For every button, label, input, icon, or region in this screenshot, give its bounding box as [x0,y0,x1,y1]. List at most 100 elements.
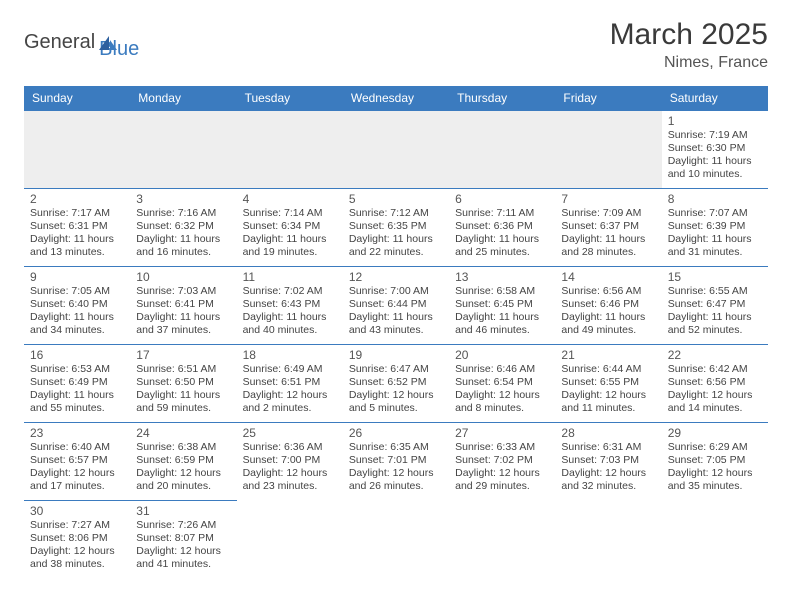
calendar-cell: 8Sunrise: 7:07 AMSunset: 6:39 PMDaylight… [662,189,768,267]
sunset-text: Sunset: 6:52 PM [349,376,443,389]
calendar-cell: 13Sunrise: 6:58 AMSunset: 6:45 PMDayligh… [449,267,555,345]
sunset-text: Sunset: 6:55 PM [561,376,655,389]
sunset-text: Sunset: 7:02 PM [455,454,549,467]
sunset-text: Sunset: 7:01 PM [349,454,443,467]
daylight1-text: Daylight: 12 hours [455,467,549,480]
day-number: 29 [668,426,762,440]
sunset-text: Sunset: 6:32 PM [136,220,230,233]
calendar-row: 2Sunrise: 7:17 AMSunset: 6:31 PMDaylight… [24,189,768,267]
day-number: 12 [349,270,443,284]
daylight1-text: Daylight: 11 hours [243,233,337,246]
calendar-cell: 18Sunrise: 6:49 AMSunset: 6:51 PMDayligh… [237,345,343,423]
daylight1-text: Daylight: 11 hours [30,311,124,324]
location: Nimes, France [610,54,768,72]
sunrise-text: Sunrise: 6:56 AM [561,285,655,298]
sunrise-text: Sunrise: 6:47 AM [349,363,443,376]
calendar-cell: 29Sunrise: 6:29 AMSunset: 7:05 PMDayligh… [662,423,768,501]
daylight1-text: Daylight: 11 hours [561,233,655,246]
calendar-cell: 15Sunrise: 6:55 AMSunset: 6:47 PMDayligh… [662,267,768,345]
day-number: 30 [30,504,124,518]
daylight2-text: and 16 minutes. [136,246,230,259]
daylight1-text: Daylight: 12 hours [136,467,230,480]
day-number: 15 [668,270,762,284]
title-block: March 2025 Nimes, France [610,18,768,72]
weekday-monday: Monday [130,86,236,111]
sunrise-text: Sunrise: 7:16 AM [136,207,230,220]
weekday-tuesday: Tuesday [237,86,343,111]
sunrise-text: Sunrise: 6:55 AM [668,285,762,298]
daylight2-text: and 20 minutes. [136,480,230,493]
sunset-text: Sunset: 6:59 PM [136,454,230,467]
day-number: 13 [455,270,549,284]
calendar-cell: 10Sunrise: 7:03 AMSunset: 6:41 PMDayligh… [130,267,236,345]
calendar-cell [130,111,236,189]
day-number: 27 [455,426,549,440]
weekday-header-row: Sunday Monday Tuesday Wednesday Thursday… [24,86,768,111]
calendar-body: 1Sunrise: 7:19 AMSunset: 6:30 PMDaylight… [24,111,768,579]
sunset-text: Sunset: 8:07 PM [136,532,230,545]
daylight1-text: Daylight: 11 hours [30,389,124,402]
sunset-text: Sunset: 6:47 PM [668,298,762,311]
day-number: 3 [136,192,230,206]
daylight1-text: Daylight: 11 hours [243,311,337,324]
calendar-cell: 23Sunrise: 6:40 AMSunset: 6:57 PMDayligh… [24,423,130,501]
sunrise-text: Sunrise: 7:09 AM [561,207,655,220]
calendar-cell [555,501,661,579]
calendar-cell: 28Sunrise: 6:31 AMSunset: 7:03 PMDayligh… [555,423,661,501]
calendar-cell: 2Sunrise: 7:17 AMSunset: 6:31 PMDaylight… [24,189,130,267]
sunrise-text: Sunrise: 7:07 AM [668,207,762,220]
sunset-text: Sunset: 6:36 PM [455,220,549,233]
day-number: 8 [668,192,762,206]
calendar-cell: 19Sunrise: 6:47 AMSunset: 6:52 PMDayligh… [343,345,449,423]
sunrise-text: Sunrise: 6:46 AM [455,363,549,376]
calendar-cell: 30Sunrise: 7:27 AMSunset: 8:06 PMDayligh… [24,501,130,579]
sunrise-text: Sunrise: 7:17 AM [30,207,124,220]
daylight1-text: Daylight: 12 hours [561,389,655,402]
daylight2-text: and 59 minutes. [136,402,230,415]
sunrise-text: Sunrise: 6:33 AM [455,441,549,454]
daylight1-text: Daylight: 12 hours [30,467,124,480]
daylight2-text: and 2 minutes. [243,402,337,415]
calendar-cell [555,111,661,189]
daylight1-text: Daylight: 12 hours [668,389,762,402]
sunrise-text: Sunrise: 7:11 AM [455,207,549,220]
day-number: 7 [561,192,655,206]
day-number: 21 [561,348,655,362]
daylight2-text: and 38 minutes. [30,558,124,571]
day-number: 2 [30,192,124,206]
daylight2-text: and 14 minutes. [668,402,762,415]
sunset-text: Sunset: 7:05 PM [668,454,762,467]
sunrise-text: Sunrise: 7:02 AM [243,285,337,298]
daylight2-text: and 17 minutes. [30,480,124,493]
calendar-cell: 1Sunrise: 7:19 AMSunset: 6:30 PMDaylight… [662,111,768,189]
sunset-text: Sunset: 8:06 PM [30,532,124,545]
sunrise-text: Sunrise: 7:26 AM [136,519,230,532]
calendar-page: General Blue March 2025 Nimes, France Su… [0,0,792,597]
day-number: 14 [561,270,655,284]
sunset-text: Sunset: 6:57 PM [30,454,124,467]
daylight1-text: Daylight: 11 hours [30,233,124,246]
calendar-cell [237,111,343,189]
daylight2-text: and 13 minutes. [30,246,124,259]
daylight2-text: and 34 minutes. [30,324,124,337]
sunset-text: Sunset: 6:51 PM [243,376,337,389]
daylight2-text: and 32 minutes. [561,480,655,493]
day-number: 4 [243,192,337,206]
calendar-cell: 24Sunrise: 6:38 AMSunset: 6:59 PMDayligh… [130,423,236,501]
sunset-text: Sunset: 6:54 PM [455,376,549,389]
sunset-text: Sunset: 6:50 PM [136,376,230,389]
sunrise-text: Sunrise: 6:44 AM [561,363,655,376]
calendar-row: 23Sunrise: 6:40 AMSunset: 6:57 PMDayligh… [24,423,768,501]
day-number: 31 [136,504,230,518]
daylight1-text: Daylight: 11 hours [668,155,762,168]
daylight1-text: Daylight: 12 hours [243,467,337,480]
sunrise-text: Sunrise: 6:38 AM [136,441,230,454]
day-number: 16 [30,348,124,362]
sunset-text: Sunset: 6:39 PM [668,220,762,233]
calendar-cell [237,501,343,579]
day-number: 5 [349,192,443,206]
weekday-wednesday: Wednesday [343,86,449,111]
daylight2-text: and 37 minutes. [136,324,230,337]
sunrise-text: Sunrise: 6:51 AM [136,363,230,376]
calendar-row: 1Sunrise: 7:19 AMSunset: 6:30 PMDaylight… [24,111,768,189]
